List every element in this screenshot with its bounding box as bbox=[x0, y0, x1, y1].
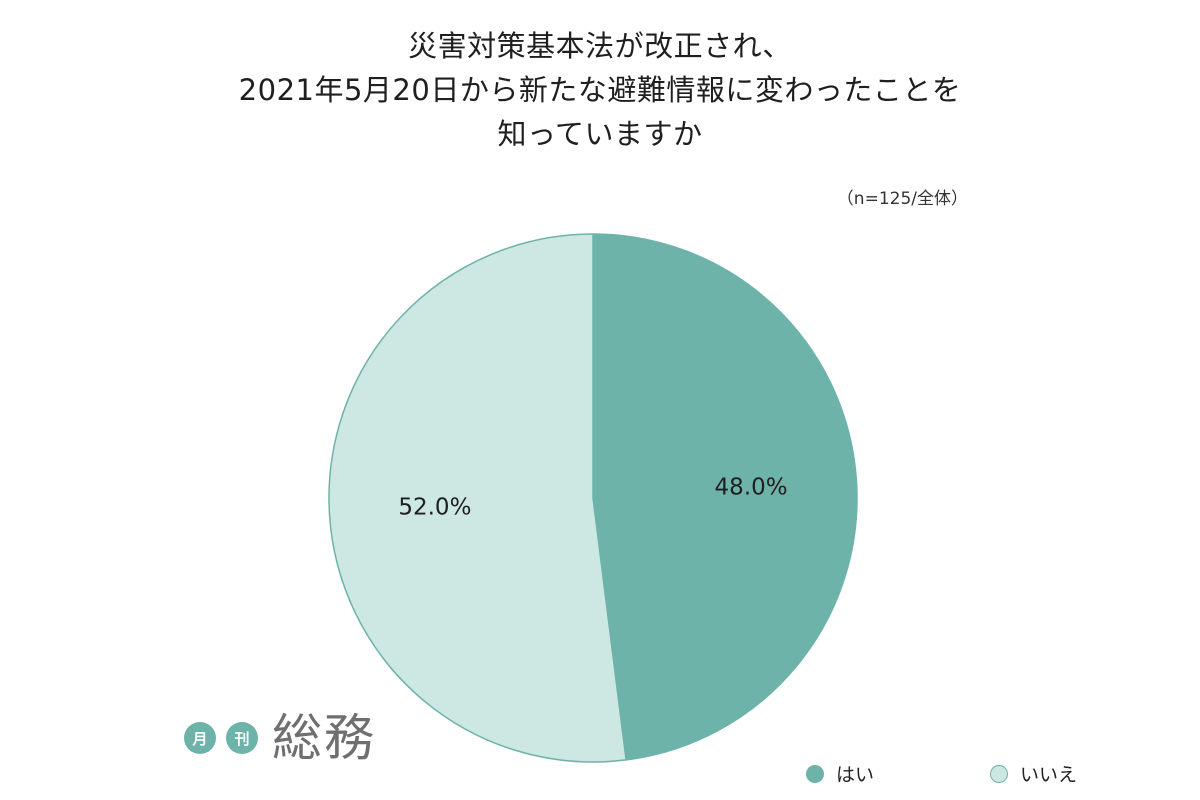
title-line-2: 2021年5月20日から新たな避難情報に変わったことを bbox=[238, 73, 962, 107]
data-label-no: 52.0% bbox=[398, 494, 471, 520]
legend-label-yes: はい bbox=[836, 764, 875, 786]
chart-legend: はい いいえ bbox=[0, 760, 1200, 790]
logo-badge-publication: 刊 bbox=[226, 722, 258, 754]
legend-swatch-yes bbox=[806, 764, 824, 783]
data-label-yes: 48.0% bbox=[715, 475, 788, 501]
title-line-1: 災害対策基本法が改正され、 bbox=[408, 29, 792, 63]
legend-swatch-no bbox=[990, 764, 1008, 783]
logo-badge-month: 月 bbox=[184, 722, 216, 754]
legend-item-yes: はい bbox=[806, 760, 874, 787]
title-line-3: 知っていますか bbox=[497, 117, 703, 151]
pie-slice-no bbox=[328, 233, 627, 763]
legend-label-no: いいえ bbox=[1020, 764, 1078, 786]
logo-name: 総務 bbox=[272, 709, 376, 767]
pie-slice-yes bbox=[592, 233, 858, 761]
chart-title: 災害対策基本法が改正され、 2021年5月20日から新たな避難情報に変わったこと… bbox=[0, 24, 1200, 156]
publisher-logo: 月 刊 総務 bbox=[184, 708, 376, 768]
legend-item-no: いいえ bbox=[990, 760, 1077, 787]
sample-size-note: （n=125/全体） bbox=[836, 189, 968, 209]
